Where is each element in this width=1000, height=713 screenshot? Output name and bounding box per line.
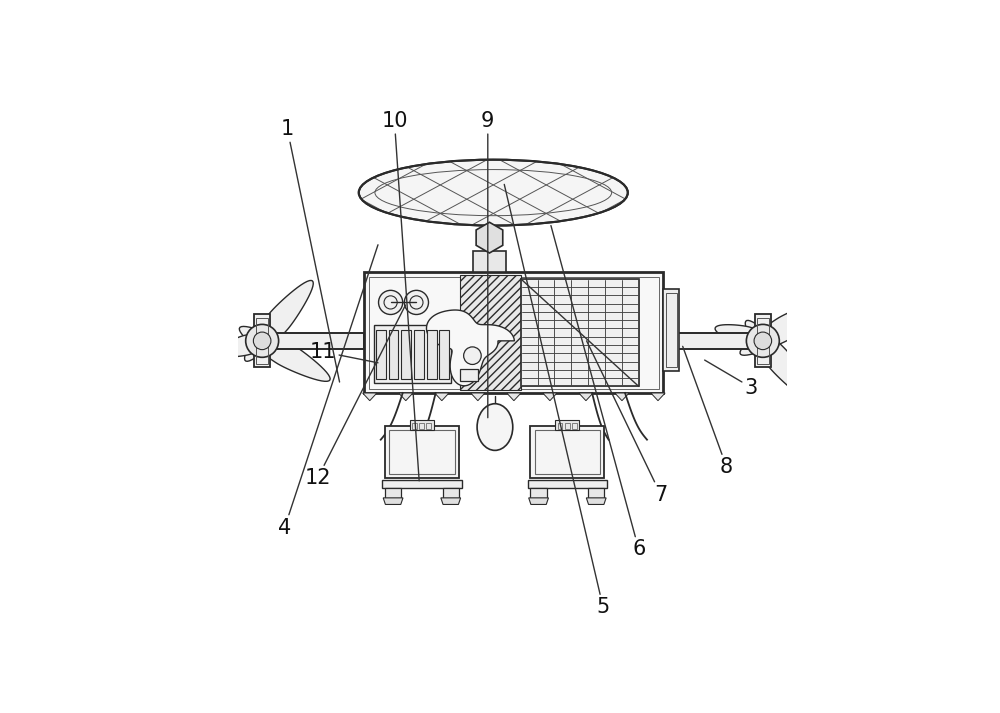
Bar xyxy=(385,488,401,498)
Ellipse shape xyxy=(477,404,513,451)
Text: 4: 4 xyxy=(278,245,378,538)
Bar xyxy=(412,424,417,429)
Bar xyxy=(385,426,459,478)
Bar xyxy=(364,272,663,393)
Polygon shape xyxy=(745,320,814,401)
Polygon shape xyxy=(441,498,461,505)
Polygon shape xyxy=(615,393,629,401)
Bar xyxy=(414,330,424,379)
Bar xyxy=(426,424,431,429)
Circle shape xyxy=(754,332,772,349)
Text: 10: 10 xyxy=(381,111,419,481)
Polygon shape xyxy=(363,393,377,401)
Bar xyxy=(460,369,478,381)
Text: 12: 12 xyxy=(304,305,405,488)
Polygon shape xyxy=(460,275,521,390)
Bar xyxy=(757,318,769,364)
Bar xyxy=(369,277,659,389)
Bar xyxy=(410,421,434,431)
Bar xyxy=(473,252,506,272)
Text: 9: 9 xyxy=(481,111,494,418)
Bar xyxy=(439,330,449,379)
Bar xyxy=(663,289,679,371)
Bar xyxy=(530,488,547,498)
Text: 8: 8 xyxy=(683,347,733,477)
Text: 5: 5 xyxy=(504,185,610,617)
Polygon shape xyxy=(715,324,779,349)
Circle shape xyxy=(246,324,279,357)
Polygon shape xyxy=(214,333,278,357)
Polygon shape xyxy=(383,498,403,505)
Bar xyxy=(558,424,562,429)
Polygon shape xyxy=(579,393,593,401)
Text: 1: 1 xyxy=(281,120,340,382)
Bar xyxy=(521,279,639,386)
Circle shape xyxy=(464,347,481,364)
Bar xyxy=(401,330,411,379)
Polygon shape xyxy=(399,393,413,401)
Text: 3: 3 xyxy=(705,360,758,398)
Bar xyxy=(530,426,604,478)
Polygon shape xyxy=(239,327,330,381)
Bar xyxy=(389,330,398,379)
Polygon shape xyxy=(476,222,503,253)
Polygon shape xyxy=(507,393,521,401)
Bar xyxy=(755,314,771,367)
Bar xyxy=(389,431,455,473)
Polygon shape xyxy=(740,300,831,355)
Text: 11: 11 xyxy=(310,342,378,363)
Bar xyxy=(588,488,604,498)
Polygon shape xyxy=(529,498,548,505)
Bar xyxy=(572,424,577,429)
Bar xyxy=(256,318,268,364)
Circle shape xyxy=(379,290,403,314)
Ellipse shape xyxy=(359,160,628,225)
Circle shape xyxy=(404,290,429,314)
Bar xyxy=(443,488,459,498)
Bar xyxy=(376,330,386,379)
Bar xyxy=(254,314,270,367)
Bar xyxy=(555,421,579,431)
Bar xyxy=(565,424,570,429)
Bar xyxy=(427,330,437,379)
Polygon shape xyxy=(245,280,313,361)
Text: 6: 6 xyxy=(551,225,645,560)
Bar xyxy=(374,325,451,383)
Polygon shape xyxy=(471,393,485,401)
Polygon shape xyxy=(586,498,606,505)
Polygon shape xyxy=(543,393,557,401)
Text: 7: 7 xyxy=(587,341,667,505)
Polygon shape xyxy=(426,310,514,386)
Bar xyxy=(382,480,462,488)
Polygon shape xyxy=(435,393,449,401)
Polygon shape xyxy=(651,393,665,401)
Bar xyxy=(666,293,677,366)
Circle shape xyxy=(253,332,271,349)
Bar xyxy=(419,424,424,429)
Bar xyxy=(528,480,607,488)
Bar xyxy=(663,333,765,349)
Bar xyxy=(535,431,600,473)
Bar xyxy=(268,333,364,349)
Circle shape xyxy=(746,324,779,357)
